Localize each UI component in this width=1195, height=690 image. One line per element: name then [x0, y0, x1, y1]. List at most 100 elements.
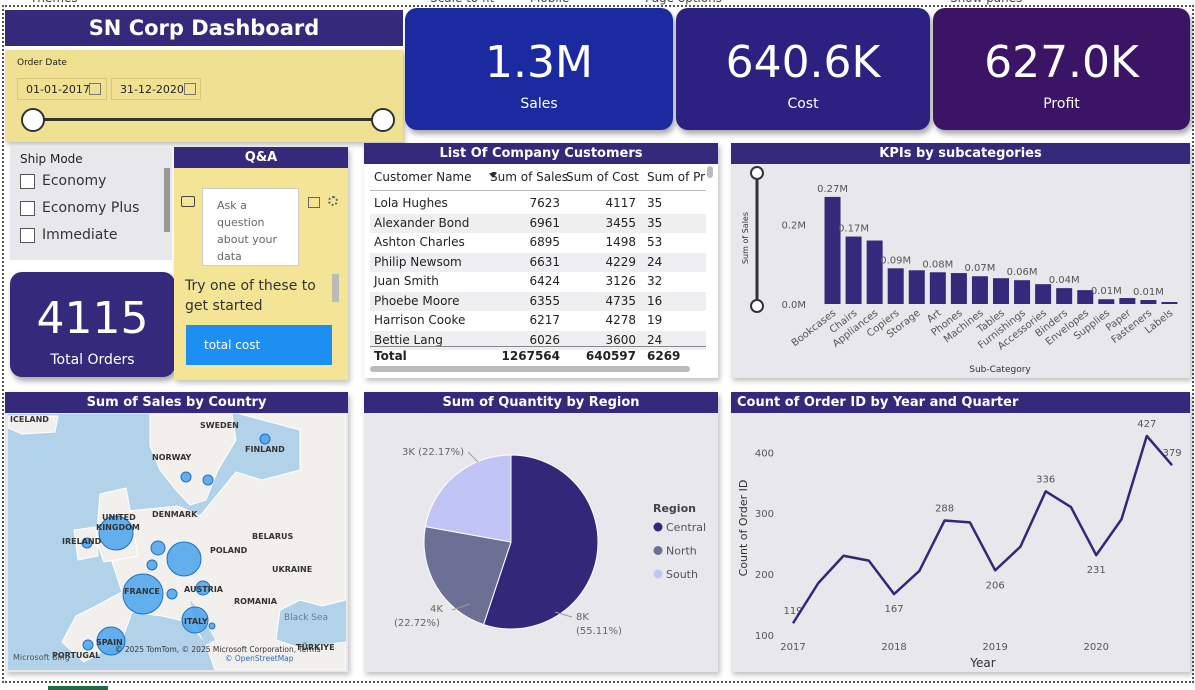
land [8, 415, 59, 435]
bubble[interactable] [146, 559, 158, 571]
data-label: 167 [885, 604, 904, 615]
table-cell: 640597 [585, 349, 636, 363]
dashboard-title: SN Corp Dashboard [5, 10, 403, 46]
table-cell: 7623 [529, 196, 560, 210]
table-cell: 1498 [605, 235, 636, 249]
pie-slice [423, 526, 512, 626]
legend-swatch [653, 546, 663, 555]
option-label[interactable]: Economy [42, 173, 107, 189]
sort-icon[interactable] [489, 173, 497, 178]
bubble[interactable] [259, 433, 271, 445]
table-cell: 35 [647, 215, 663, 230]
percent-label: (22.17%) [418, 447, 464, 458]
leader-line [451, 603, 471, 611]
chart-title: KPIs by subcategories [731, 143, 1190, 164]
bubble[interactable] [82, 639, 94, 651]
scrollbar[interactable] [370, 366, 690, 372]
x-tick-label: 2019 [982, 642, 1007, 653]
slider-handle[interactable] [21, 108, 45, 132]
canvas-border [2, 5, 1194, 683]
bar [824, 196, 841, 304]
table-cell: Harrison Cooke [374, 313, 466, 327]
settings-icon[interactable] [328, 196, 338, 206]
page-tab[interactable] [48, 686, 108, 690]
kpi-value: 640.6K [725, 37, 881, 88]
map-label: ROMANIA [234, 597, 278, 606]
pie-slice [424, 454, 512, 543]
table-cell: 3126 [605, 274, 636, 288]
bubble[interactable] [122, 573, 164, 615]
option-label[interactable]: Economy Plus [42, 200, 140, 216]
map-credit: © 2025 TomTom, © 2025 Microsoft Corporat… [115, 645, 321, 654]
bubble[interactable] [166, 541, 202, 577]
legend-swatch [653, 569, 663, 579]
calendar-icon[interactable] [184, 83, 196, 95]
chart-title: Sum of Quantity by Region [364, 392, 718, 413]
quantity-label: 4K [430, 604, 443, 615]
map-label: SPAIN [96, 638, 123, 647]
table-cell: 4278 [605, 313, 636, 327]
scrollbar[interactable] [164, 168, 170, 232]
bar [845, 236, 862, 304]
bubble[interactable] [98, 515, 134, 551]
table-cell: 6217 [529, 313, 560, 327]
legend-swatch [653, 522, 663, 532]
map-label: FRANCE [124, 587, 160, 596]
qa-input[interactable]: Ask a question about your data [202, 188, 299, 266]
y-tick-label: 200 [755, 570, 774, 581]
start-date[interactable]: 01-01-2017 [17, 78, 107, 100]
bubbles [81, 433, 271, 656]
bubble[interactable] [166, 588, 178, 600]
kpi-card: 4115 Total Orders [10, 272, 175, 377]
table-cell: 19 [647, 313, 663, 327]
bar [1119, 298, 1136, 304]
bar [887, 268, 904, 304]
checkbox[interactable] [20, 228, 35, 243]
bubble[interactable] [96, 626, 126, 656]
calendar-icon[interactable] [89, 83, 101, 95]
option-label[interactable]: Immediate [42, 227, 118, 243]
checkbox[interactable] [20, 201, 35, 216]
bubble[interactable] [150, 540, 166, 556]
table-cell: 6026 [529, 332, 560, 347]
scrollbar[interactable] [707, 166, 713, 178]
bubble[interactable] [180, 471, 192, 483]
chat-icon[interactable] [181, 196, 195, 207]
menu-item[interactable]: Show panes [950, 0, 1022, 5]
end-date[interactable]: 31-12-2020 [111, 78, 201, 100]
qa-icon[interactable] [308, 197, 320, 208]
map-label: NORWAY [152, 453, 192, 462]
bubble[interactable] [202, 474, 214, 486]
table-cell: 16 [647, 293, 663, 308]
menu-item[interactable]: Themes [30, 0, 78, 5]
y-tick-label: 100 [755, 631, 774, 642]
bubble[interactable] [195, 580, 211, 596]
bubble[interactable] [208, 622, 216, 630]
menu-item[interactable]: Page options [645, 0, 722, 5]
scrollbar[interactable] [332, 274, 339, 302]
map-label: DENMARK [152, 510, 198, 519]
table-cell: Customer Name [374, 170, 472, 184]
line [791, 434, 1173, 624]
table-cell: 6631 [529, 254, 560, 269]
percent-label: (22.72%) [394, 618, 440, 629]
bubble[interactable] [181, 606, 209, 634]
bar [1140, 300, 1157, 304]
bar [1014, 280, 1031, 304]
table-cell: 3455 [605, 215, 636, 230]
suggestion-button[interactable]: total cost [186, 325, 332, 365]
qa-prompt: Try one of these to get started [185, 278, 316, 314]
pie-slice [482, 454, 599, 630]
checkbox[interactable] [20, 174, 35, 189]
map-label: UNITED [102, 513, 136, 522]
ship-mode-slicer: Ship Mode [10, 146, 172, 260]
bubble[interactable] [81, 537, 93, 549]
slider-handle[interactable] [371, 108, 395, 132]
data-label: 336 [1036, 474, 1055, 485]
table-cell: 4229 [605, 254, 636, 269]
menu-item[interactable]: Mobile [530, 0, 569, 5]
table-cell: 1267564 [501, 349, 560, 363]
map-label: KINGDOM [96, 523, 140, 532]
map-label: UKRAINE [272, 565, 312, 574]
menu-item[interactable]: Scale to fit [430, 0, 494, 5]
